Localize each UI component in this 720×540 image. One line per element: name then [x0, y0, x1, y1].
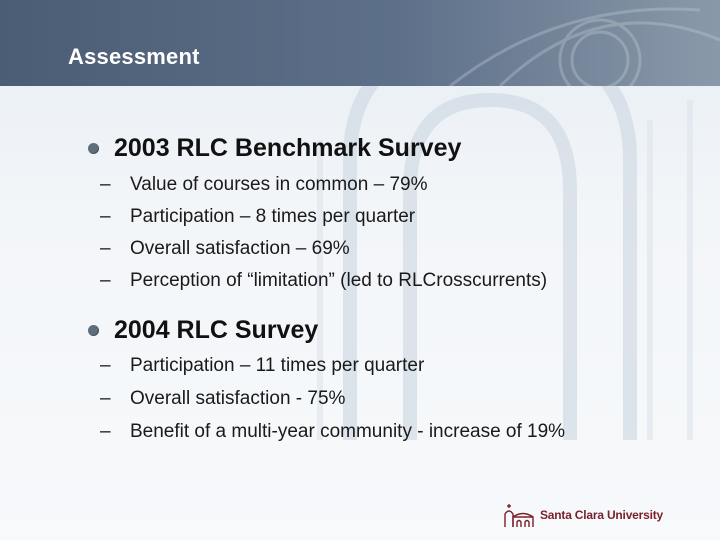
sub-bullet-text: Overall satisfaction – 69% [130, 238, 350, 259]
mission-church-icon [504, 504, 534, 527]
title-bar: Assessment [0, 0, 720, 86]
dash-icon: – [100, 355, 111, 376]
sub-bullet-text: Value of courses in common – 79% [130, 174, 428, 195]
dash-icon: – [100, 238, 111, 259]
sub-bullet: – Overall satisfaction – 69% [100, 238, 350, 260]
title-ornament-image [449, 7, 720, 86]
dash-icon: – [100, 206, 111, 227]
sub-bullet: – Benefit of a multi-year community - in… [100, 421, 565, 443]
sub-bullet-text: Benefit of a multi-year community - incr… [130, 421, 566, 442]
bullet-dot-icon [88, 325, 99, 336]
bullet-dot-icon [88, 143, 99, 154]
sub-bullet: – Perception of “limitation” (led to RLC… [100, 270, 547, 292]
dash-icon: – [100, 270, 111, 291]
dash-icon: – [100, 174, 111, 195]
dash-icon: – [100, 421, 111, 442]
sub-bullet-text: Overall satisfaction - 75% [130, 388, 346, 409]
sub-bullet: – Value of courses in common – 79% [100, 174, 427, 196]
slide-title: Assessment [68, 44, 200, 69]
dash-icon: – [100, 388, 111, 409]
bullet-heading: 2003 RLC Benchmark Survey [114, 134, 462, 162]
sub-bullet: – Overall satisfaction - 75% [100, 388, 345, 410]
bullet-heading: 2004 RLC Survey [114, 316, 319, 344]
sub-bullet-text: Participation – 8 times per quarter [130, 206, 416, 227]
university-logo: Santa Clara University [502, 500, 663, 530]
sub-bullet-text: Perception of “limitation” (led to RLCro… [130, 270, 548, 291]
bullet-2003-survey: 2003 RLC Benchmark Survey [88, 134, 461, 163]
sub-bullet-text: Participation – 11 times per quarter [130, 355, 425, 376]
logo-text: Santa Clara University [540, 508, 663, 522]
bullet-2004-survey: 2004 RLC Survey [88, 316, 318, 345]
sub-bullet: – Participation – 11 times per quarter [100, 355, 424, 377]
sub-bullet: – Participation – 8 times per quarter [100, 206, 415, 228]
